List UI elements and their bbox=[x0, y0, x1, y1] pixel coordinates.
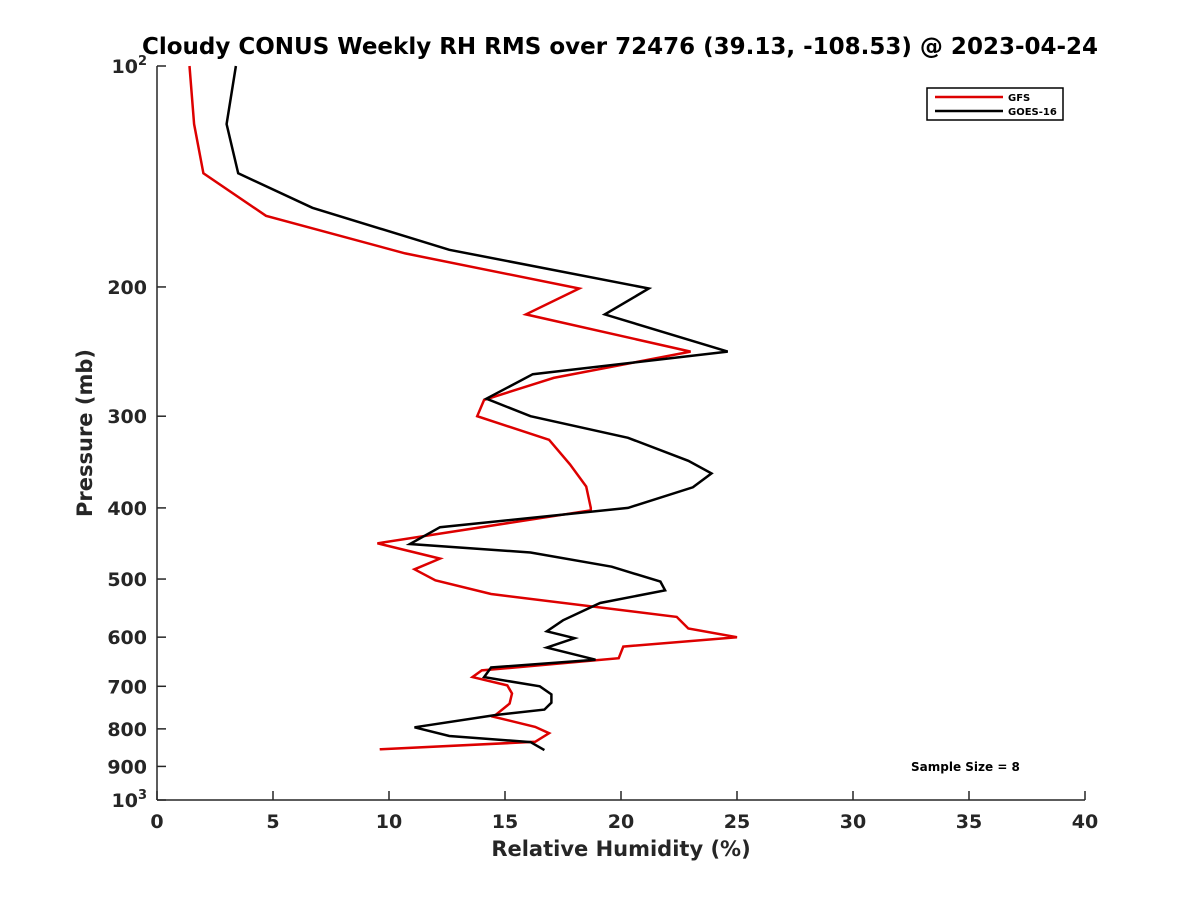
y-tick-label: 200 bbox=[107, 277, 147, 299]
x-ticks: 0 5 10 15 20 25 30 35 40 bbox=[150, 791, 1098, 833]
y-tick-label: 102 bbox=[112, 54, 148, 78]
x-tick-label: 30 bbox=[840, 811, 866, 833]
y-tick-label: 103 bbox=[112, 788, 148, 812]
y-tick-label-base: 600 bbox=[107, 627, 147, 649]
x-tick-label: 0 bbox=[150, 811, 163, 833]
y-tick-label-base: 500 bbox=[107, 569, 147, 591]
y-tick-label-exponent: 3 bbox=[138, 788, 147, 803]
legend: GFS GOES-16 bbox=[926, 87, 1064, 121]
y-tick-label: 700 bbox=[107, 676, 147, 698]
y-tick-label-exponent: 2 bbox=[138, 54, 147, 69]
y-tick-label-base: 700 bbox=[107, 676, 147, 698]
sample-size-annotation: Sample Size = 8 bbox=[911, 760, 1020, 774]
y-tick-label: 300 bbox=[107, 406, 147, 428]
y-tick-label-base: 300 bbox=[107, 406, 147, 428]
legend-label-gfs: GFS bbox=[1008, 93, 1030, 104]
y-axis-label: Pressure (mb) bbox=[73, 349, 97, 517]
y-tick-label-base: 200 bbox=[107, 277, 147, 299]
y-tick-label-base: 400 bbox=[107, 498, 147, 520]
x-tick-label: 5 bbox=[266, 811, 279, 833]
legend-label-goes16: GOES-16 bbox=[1008, 107, 1057, 118]
series-line-goes16 bbox=[225, 65, 729, 752]
y-tick-label: 600 bbox=[107, 627, 147, 649]
series-line-gfs bbox=[188, 65, 738, 751]
x-tick-label: 10 bbox=[376, 811, 402, 833]
y-tick-label: 500 bbox=[107, 569, 147, 591]
y-tick-label: 900 bbox=[107, 756, 147, 778]
series-layer bbox=[188, 65, 738, 752]
x-axis-label: Relative Humidity (%) bbox=[491, 837, 750, 861]
y-tick-label-base: 10 bbox=[112, 790, 138, 812]
x-tick-label: 15 bbox=[492, 811, 518, 833]
x-tick-label: 20 bbox=[608, 811, 634, 833]
x-tick-label: 35 bbox=[956, 811, 982, 833]
y-tick-label: 800 bbox=[107, 719, 147, 741]
plot-area bbox=[157, 66, 1085, 800]
y-tick-label-base: 900 bbox=[107, 756, 147, 778]
y-tick-label-base: 10 bbox=[112, 56, 138, 78]
x-tick-label: 40 bbox=[1072, 811, 1098, 833]
legend-box bbox=[926, 87, 1064, 121]
y-tick-label: 400 bbox=[107, 498, 147, 520]
y-tick-label-base: 800 bbox=[107, 719, 147, 741]
chart-title: Cloudy CONUS Weekly RH RMS over 72476 (3… bbox=[142, 34, 1098, 60]
x-tick-label: 25 bbox=[724, 811, 750, 833]
